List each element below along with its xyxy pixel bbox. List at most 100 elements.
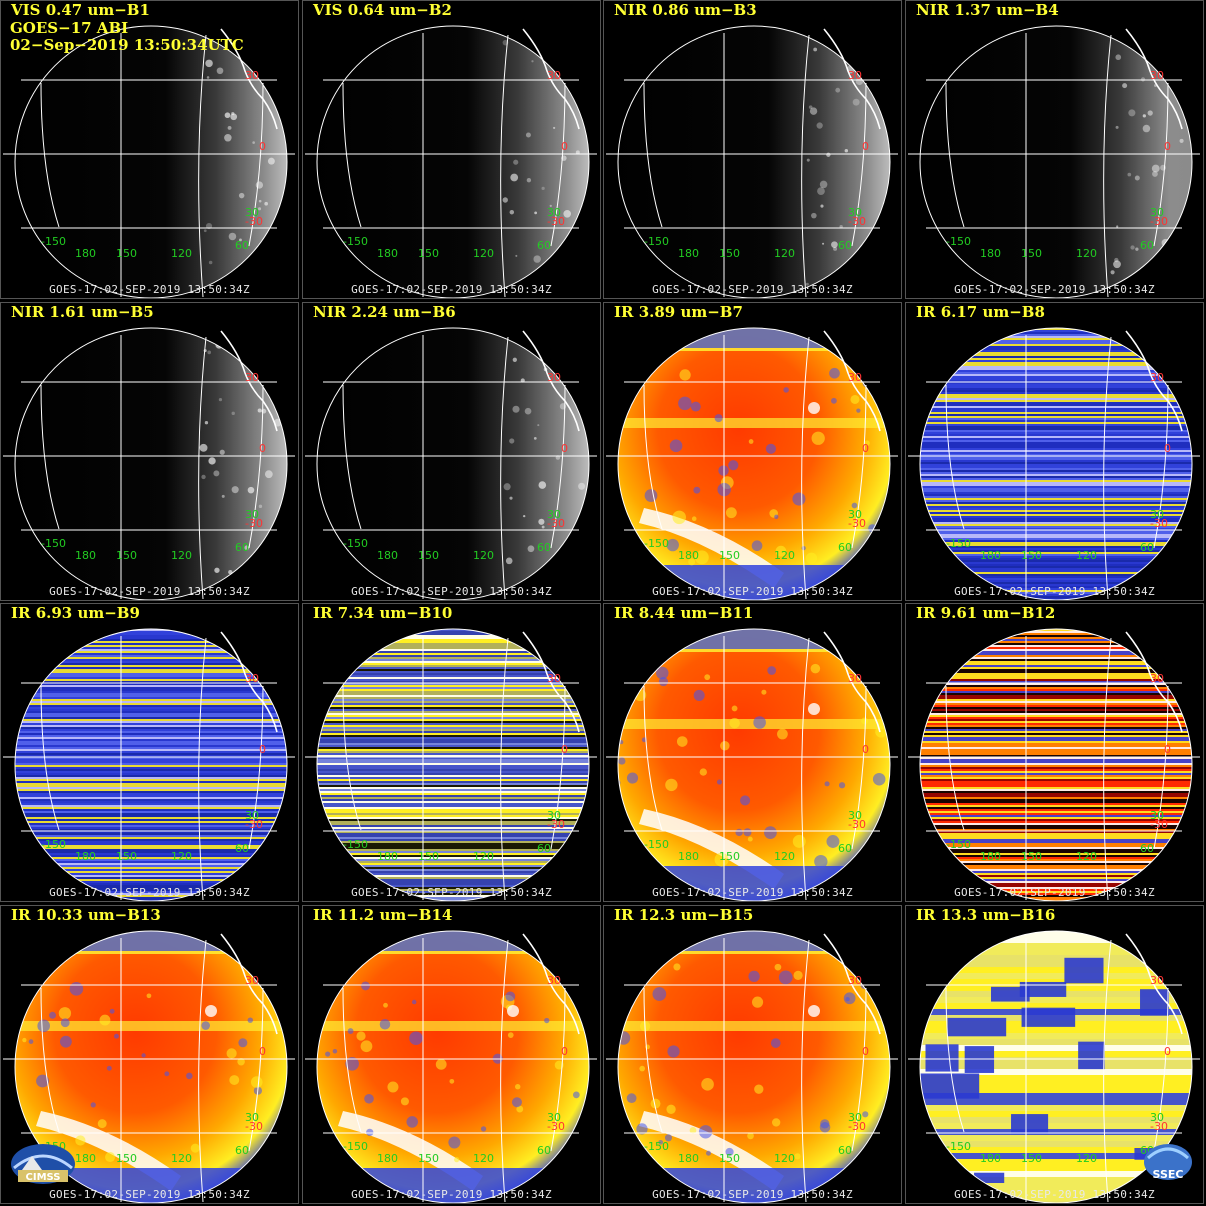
latitude-label: 0 [1164,140,1171,153]
band-panel: 30 0 -30 30 -150 180 150 120 60 NIR 1.37 um−B4 GOE… [905,0,1204,299]
longitude-label: 120 [1076,1152,1097,1165]
latitude-label: 30 [547,206,561,219]
band-title: IR 13.3 um−B16 [916,906,1056,924]
latitude-label: 30 [848,809,862,822]
longitude-label: 60 [1140,239,1154,252]
longitude-label: 150 [116,1152,137,1165]
timestamp-footer: GOES-17:02-SEP-2019 13:50:34Z [49,585,250,598]
band-panel: 30 0 -30 30 -150 180 150 120 60 IR 8.44 um−B11 GOE… [603,603,902,902]
latitude-label: 30 [547,508,561,521]
longitude-label: 120 [473,850,494,863]
latitude-label: 0 [561,1045,568,1058]
longitude-label: 150 [116,247,137,260]
longitude-label: 150 [116,850,137,863]
longitude-label: 120 [473,1152,494,1165]
longitude-label: 120 [1076,549,1097,562]
latitude-label: 0 [561,140,568,153]
longitude-label: -150 [946,537,971,550]
longitude-label: 180 [75,1152,96,1165]
latitude-label: 0 [1164,1045,1171,1058]
band-panel: 30 0 -30 30 -150 180 150 120 60 IR 11.2 um−B14 GOE… [302,905,601,1204]
longitude-label: -150 [41,537,66,550]
latitude-label: -30 [245,818,263,831]
longitude-label: -150 [644,235,669,248]
latitude-label: 30 [547,371,561,384]
longitude-label: 180 [377,1152,398,1165]
latitude-label: 30 [547,1111,561,1124]
band-panel: 30 0 -30 30 -150 180 150 120 60 NIR 0.86 um−B3 GOE… [603,0,902,299]
latitude-label: 30 [1150,69,1164,82]
longitude-label: 120 [171,247,192,260]
band-panel: 30 0 -30 30 -150 180 150 120 60 IR 9.61 um−B12 GOE… [905,603,1204,902]
latitude-label: 0 [862,743,869,756]
latitude-label: 30 [1150,809,1164,822]
latitude-label: -30 [245,1120,263,1133]
longitude-label: 60 [1140,842,1154,855]
graticule-lines [305,628,597,901]
latitude-label: 30 [848,1111,862,1124]
graticule-lines [908,628,1200,901]
timestamp-footer: GOES-17:02-SEP-2019 13:50:34Z [652,283,853,296]
latitude-label: 0 [259,1045,266,1058]
latitude-label: 0 [561,442,568,455]
longitude-label: 150 [1021,850,1042,863]
longitude-label: 180 [75,850,96,863]
latitude-label: 0 [561,743,568,756]
longitude-label: -150 [644,838,669,851]
band-title: IR 7.34 um−B10 [313,604,453,622]
band-title: IR 12.3 um−B15 [614,906,754,924]
timestamp-footer: GOES-17:02-SEP-2019 13:50:34Z [49,1188,250,1201]
band-panel: 30 0 -30 30 -150 180 150 120 60 NIR 2.24 um−B6 GOE… [302,302,601,601]
latitude-label: 30 [848,672,862,685]
latitude-label: 30 [547,69,561,82]
graticule-lines [3,930,295,1203]
band-title: IR 11.2 um−B14 [313,906,453,924]
longitude-label: 120 [774,549,795,562]
graticule-lines [908,25,1200,298]
longitude-label: 150 [719,1152,740,1165]
latitude-label: -30 [547,1120,565,1133]
band-panel: 30 0 -30 30 -150 180 150 120 60 VIS 0.47 um−B1 GOE… [0,0,299,299]
graticule-lines [305,930,597,1203]
latitude-label: 30 [848,69,862,82]
longitude-label: 60 [1140,541,1154,554]
timestamp-footer: GOES-17:02-SEP-2019 13:50:34Z [351,585,552,598]
latitude-label: -30 [1150,1120,1168,1133]
longitude-label: 180 [377,850,398,863]
longitude-label: 120 [1076,247,1097,260]
longitude-label: 60 [838,239,852,252]
latitude-label: 30 [547,672,561,685]
graticule-lines [3,628,295,901]
latitude-label: -30 [245,215,263,228]
longitude-label: -150 [946,235,971,248]
longitude-label: 120 [171,850,192,863]
longitude-label: -150 [343,537,368,550]
latitude-label: 0 [259,140,266,153]
graticule-lines [908,930,1200,1203]
band-title: IR 3.89 um−B7 [614,303,743,321]
longitude-label: 180 [678,549,699,562]
latitude-label: 0 [1164,743,1171,756]
latitude-label: 30 [1150,206,1164,219]
cimss-logo: CIMSS [11,1144,75,1184]
band-title: NIR 0.86 um−B3 [614,1,757,19]
graticule-lines [606,930,898,1203]
latitude-label: -30 [245,517,263,530]
band-title: VIS 0.64 um−B2 [313,1,452,19]
longitude-label: 180 [678,1152,699,1165]
band-title: IR 10.33 um−B13 [11,906,161,924]
latitude-label: -30 [1150,517,1168,530]
longitude-label: 60 [235,541,249,554]
longitude-label: 150 [719,549,740,562]
timestamp-footer: GOES-17:02-SEP-2019 13:50:34Z [351,886,552,899]
latitude-label: 30 [848,206,862,219]
satellite-instrument-label: GOES−17 ABI [10,19,129,37]
